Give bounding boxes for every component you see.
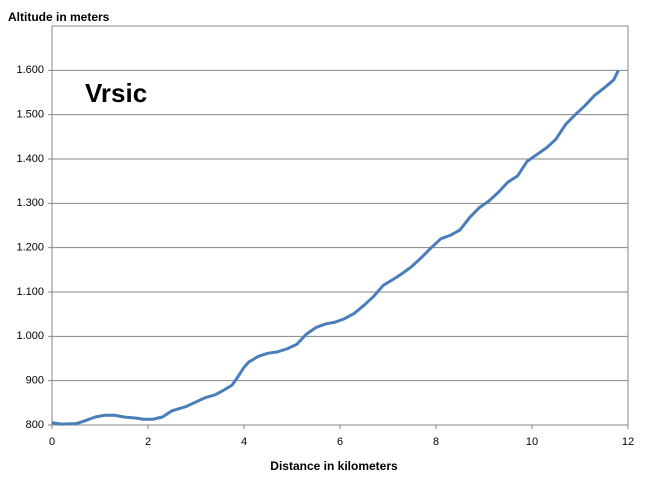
y-tick-label: 1.400 — [16, 153, 44, 165]
y-tick-label: 900 — [26, 375, 44, 387]
y-tick-label: 1.600 — [16, 64, 44, 76]
y-tick-label: 1.500 — [16, 109, 44, 121]
y-tick-label: 800 — [26, 419, 44, 431]
x-tick-label: 0 — [49, 436, 55, 448]
x-tick-label: 4 — [241, 436, 247, 448]
x-tick-label: 2 — [145, 436, 151, 448]
y-tick-label: 1.100 — [16, 286, 44, 298]
x-tick-label: 6 — [337, 436, 343, 448]
altitude-line — [51, 69, 620, 426]
x-axis-title: Distance in kilometers — [270, 459, 398, 473]
x-tick-label: 12 — [622, 436, 634, 448]
y-axis-title: Altitude in meters — [8, 10, 110, 24]
x-tick-label: 8 — [433, 436, 439, 448]
x-tick-label: 10 — [526, 436, 538, 448]
y-tick-label: 1.000 — [16, 330, 44, 342]
annotation: Vrsic — [85, 78, 147, 108]
y-tick-label: 1.200 — [16, 242, 44, 254]
y-tick-label: 1.300 — [16, 197, 44, 209]
